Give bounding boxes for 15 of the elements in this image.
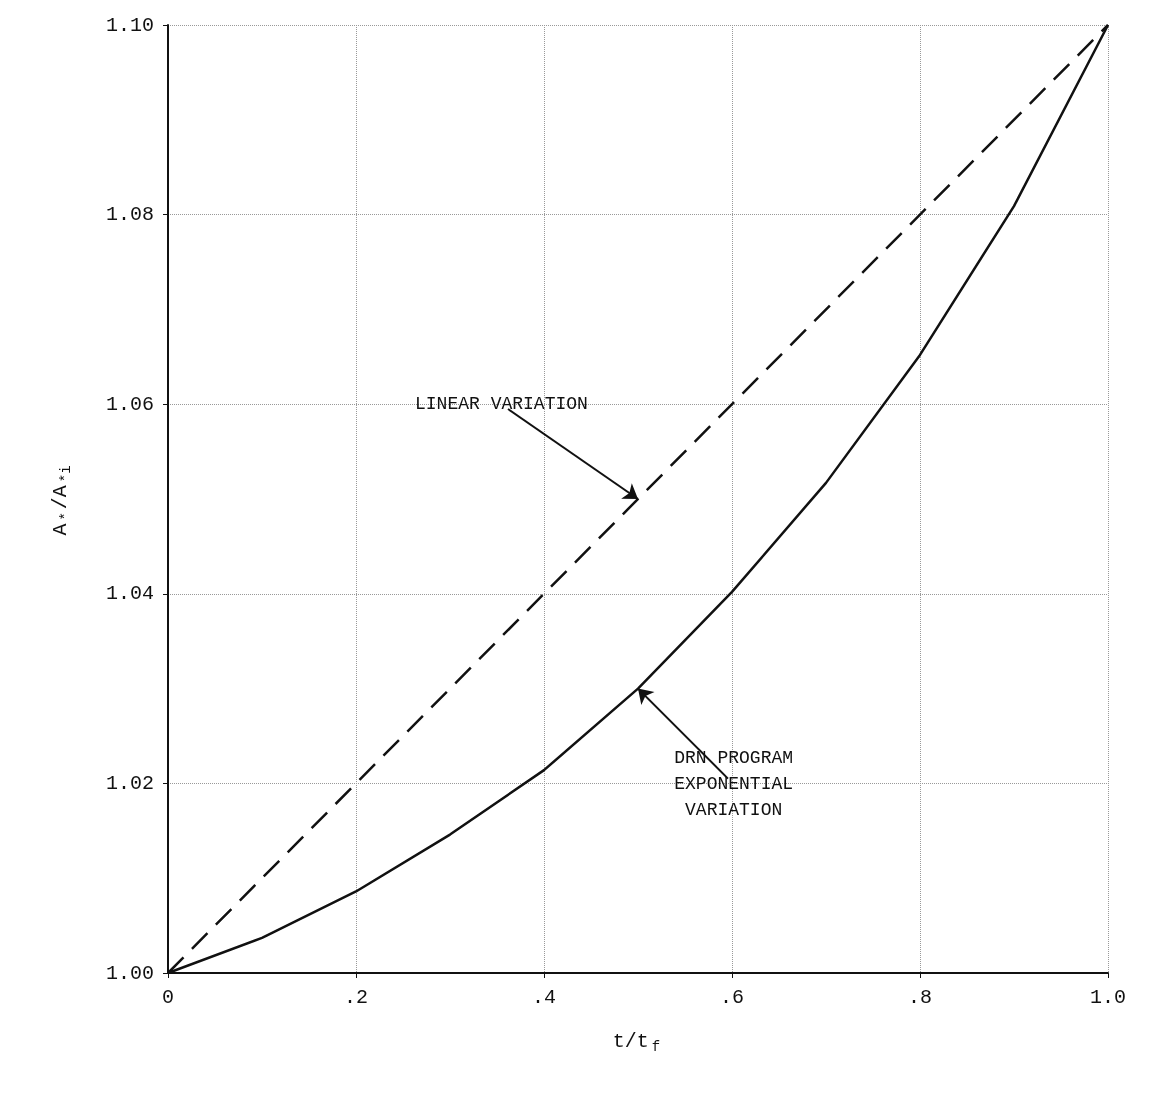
y-tick-label: 1.10 — [105, 13, 154, 37]
x-tick-label: 1.0 — [1089, 985, 1127, 1009]
x-tick-label: 0 — [161, 985, 175, 1009]
annotation: DRN PROGRAM EXPONENTIAL VARIATION — [674, 748, 794, 821]
x-tick-label: .2 — [343, 985, 369, 1009]
y-tick-label: 1.08 — [105, 203, 154, 227]
y-axis-title: A*/A*i — [48, 465, 74, 536]
annotation: LINEAR VARIATION — [415, 394, 588, 415]
y-tick-label: 1.02 — [105, 771, 154, 795]
x-tick-label: .6 — [719, 985, 745, 1009]
y-tick-label: 1.04 — [105, 582, 154, 606]
y-tick-label: 1.06 — [105, 392, 154, 416]
x-tick-label: .8 — [907, 985, 933, 1009]
x-tick-label: .4 — [531, 985, 557, 1009]
y-tick-label: 1.00 — [105, 961, 154, 985]
